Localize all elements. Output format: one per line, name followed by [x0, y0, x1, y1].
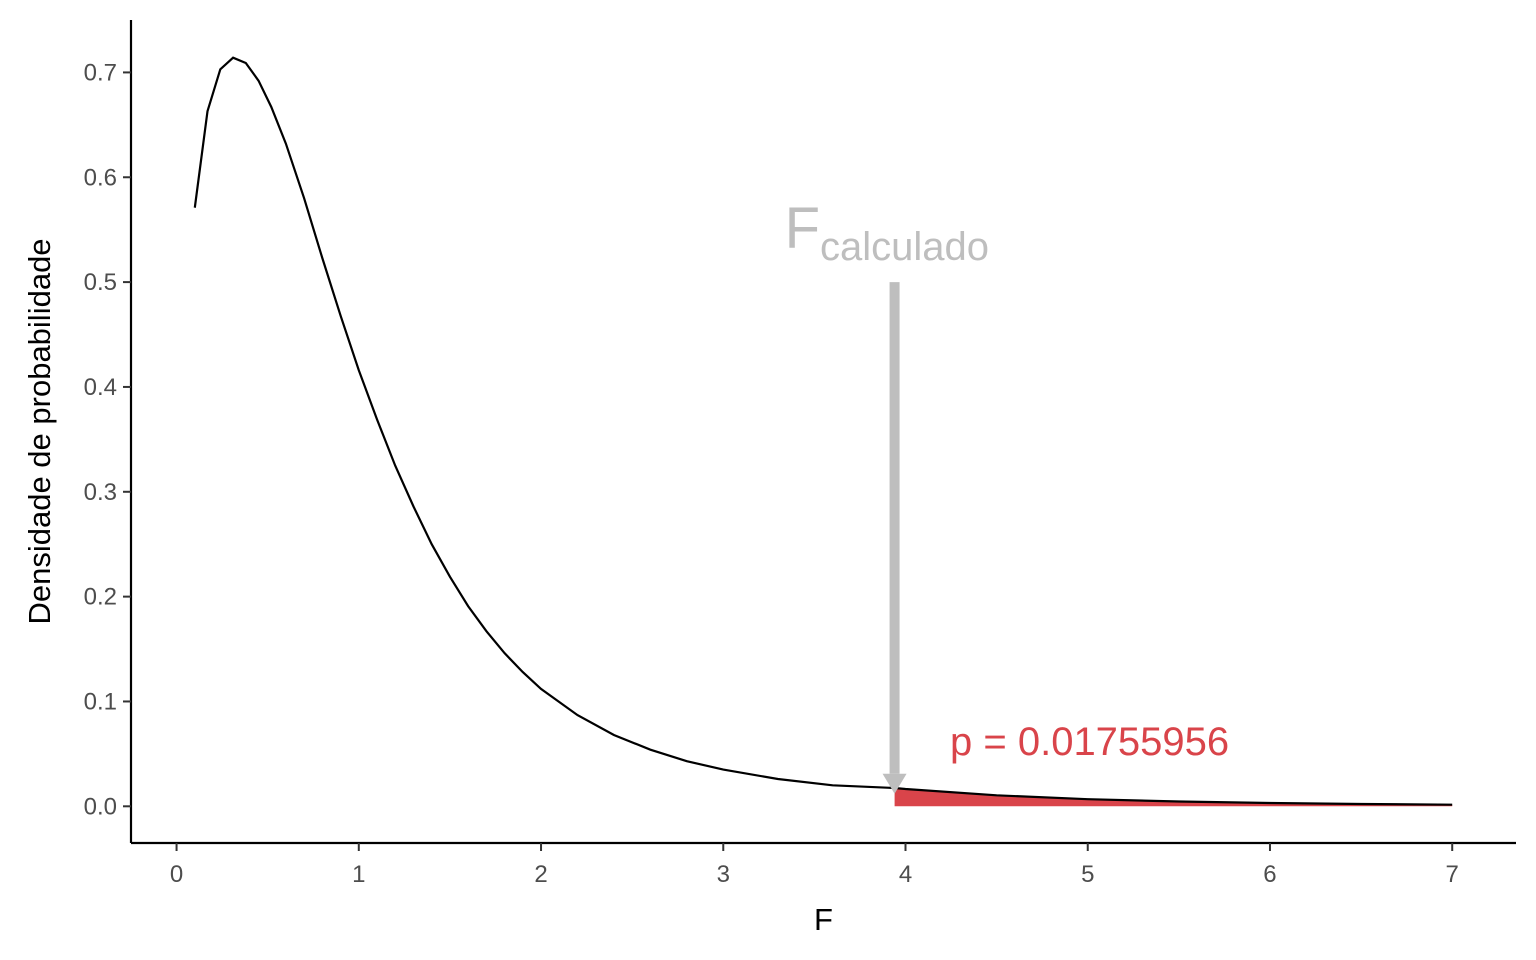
- x-tick-label: 0: [170, 861, 183, 888]
- y-tick-label: 0.4: [84, 374, 117, 401]
- x-tick-label: 6: [1263, 861, 1276, 888]
- f-calculado-subscript: calculado: [820, 225, 989, 269]
- y-tick-label: 0.7: [84, 59, 117, 86]
- f-calculado-main: F: [785, 196, 820, 261]
- x-tick-label: 3: [717, 861, 730, 888]
- x-tick-label: 7: [1446, 861, 1459, 888]
- y-axis-title: Densidade de probabilidade: [22, 238, 57, 624]
- x-tick-label: 5: [1081, 861, 1094, 888]
- p-value-shaded-area: [894, 788, 1453, 807]
- density-curve: [193, 56, 1453, 806]
- x-axis-ticks: 0 1 2 3 4 5 6 7: [170, 843, 1459, 888]
- y-tick-label: 0.2: [84, 584, 117, 611]
- f-calculado-arrowhead: [882, 773, 907, 794]
- x-tick-label: 1: [352, 861, 365, 888]
- plot-area: [193, 56, 1453, 807]
- y-axis-ticks: 0.0 0.1 0.2 0.3 0.4 0.5 0.6 0.7: [84, 59, 131, 820]
- y-tick-label: 0.3: [84, 479, 117, 506]
- y-tick-label: 0.0: [84, 793, 117, 820]
- y-tick-label: 0.5: [84, 269, 117, 296]
- x-tick-label: 4: [899, 861, 912, 888]
- y-tick-label: 0.6: [84, 164, 117, 191]
- x-tick-label: 2: [534, 861, 547, 888]
- axes: 0 1 2 3 4 5 6 7 0.0 0.1 0.2 0.3 0.4 0.5 0.6 0.7: [84, 20, 1516, 888]
- x-axis-title: F: [814, 902, 833, 937]
- p-value-label: p = 0.01755956: [950, 720, 1229, 764]
- y-tick-label: 0.1: [84, 688, 117, 715]
- f-calculado-label: Fcalculado: [785, 196, 989, 269]
